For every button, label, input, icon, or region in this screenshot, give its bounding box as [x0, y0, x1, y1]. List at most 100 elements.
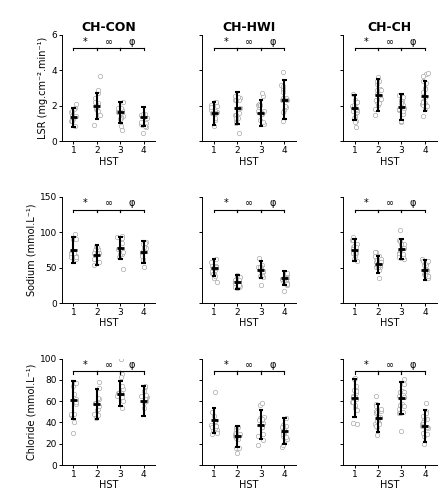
- Point: [259, 274, 266, 281]
- Point: [115, 388, 122, 396]
- Point: [140, 112, 147, 120]
- Point: [94, 406, 101, 413]
- Point: [421, 84, 428, 92]
- Point: [141, 382, 148, 390]
- Point: [96, 249, 103, 257]
- Point: [374, 262, 381, 270]
- Point: [139, 128, 146, 136]
- Point: [138, 120, 145, 128]
- Point: [374, 98, 381, 106]
- Point: [352, 109, 359, 117]
- Point: [424, 68, 431, 76]
- Point: [396, 238, 403, 246]
- Point: [352, 249, 359, 257]
- Point: [119, 393, 126, 401]
- Point: [397, 96, 404, 104]
- Point: [71, 105, 78, 113]
- Point: [142, 123, 149, 131]
- Point: [350, 236, 357, 244]
- Point: [373, 90, 380, 98]
- Point: [209, 269, 216, 277]
- Point: [349, 249, 356, 257]
- Point: [375, 419, 382, 427]
- Point: [284, 279, 291, 287]
- Text: φ: φ: [410, 198, 416, 208]
- Point: [279, 432, 286, 440]
- Point: [259, 92, 266, 100]
- Point: [139, 110, 146, 118]
- Point: [73, 254, 80, 262]
- Point: [375, 98, 382, 106]
- Point: [93, 106, 100, 114]
- Point: [142, 110, 149, 118]
- Point: [398, 118, 405, 126]
- Point: [212, 116, 219, 124]
- Point: [400, 250, 407, 258]
- Point: [233, 430, 240, 438]
- Point: [395, 392, 402, 400]
- Point: [397, 391, 404, 399]
- Point: [210, 274, 217, 282]
- Point: [350, 242, 357, 250]
- Point: [424, 274, 431, 282]
- Point: [213, 108, 220, 116]
- Point: [235, 444, 243, 452]
- Point: [351, 106, 359, 114]
- Text: ∞: ∞: [386, 360, 394, 370]
- Point: [372, 252, 379, 260]
- Point: [115, 388, 122, 396]
- Point: [351, 386, 358, 394]
- Point: [72, 230, 79, 238]
- Text: ∞: ∞: [105, 198, 112, 208]
- Point: [396, 226, 403, 234]
- Point: [419, 418, 426, 426]
- Point: [377, 94, 384, 102]
- Point: [396, 409, 403, 417]
- Point: [96, 72, 103, 80]
- Point: [377, 86, 384, 94]
- Point: [232, 429, 239, 437]
- Point: [283, 276, 290, 284]
- Point: [422, 269, 429, 277]
- Point: [374, 73, 381, 81]
- Point: [235, 130, 243, 138]
- Point: [280, 274, 288, 282]
- Point: [237, 104, 244, 112]
- Point: [350, 375, 357, 383]
- Point: [67, 252, 75, 260]
- Point: [373, 256, 380, 264]
- Point: [209, 426, 217, 434]
- Point: [258, 108, 265, 116]
- Point: [70, 418, 77, 426]
- Point: [141, 395, 148, 403]
- Point: [256, 254, 263, 262]
- Point: [67, 108, 75, 116]
- X-axis label: HST: HST: [380, 318, 400, 328]
- Point: [376, 92, 383, 100]
- Point: [114, 108, 121, 116]
- Point: [352, 112, 359, 120]
- Point: [398, 400, 405, 407]
- Point: [400, 402, 407, 410]
- Point: [420, 257, 427, 265]
- Point: [254, 441, 262, 449]
- Point: [71, 410, 78, 418]
- Point: [373, 80, 380, 88]
- Point: [208, 258, 215, 266]
- Point: [258, 268, 265, 276]
- X-axis label: HST: HST: [239, 156, 259, 166]
- Point: [422, 79, 430, 87]
- Point: [351, 252, 359, 260]
- Point: [280, 423, 287, 431]
- Point: [256, 264, 263, 272]
- Point: [93, 100, 100, 108]
- Point: [400, 244, 407, 252]
- Point: [372, 402, 379, 410]
- Point: [397, 106, 404, 114]
- Point: [119, 234, 126, 242]
- Point: [419, 101, 426, 109]
- Point: [258, 272, 265, 280]
- Point: [280, 288, 287, 296]
- Point: [422, 262, 429, 270]
- Point: [92, 242, 99, 250]
